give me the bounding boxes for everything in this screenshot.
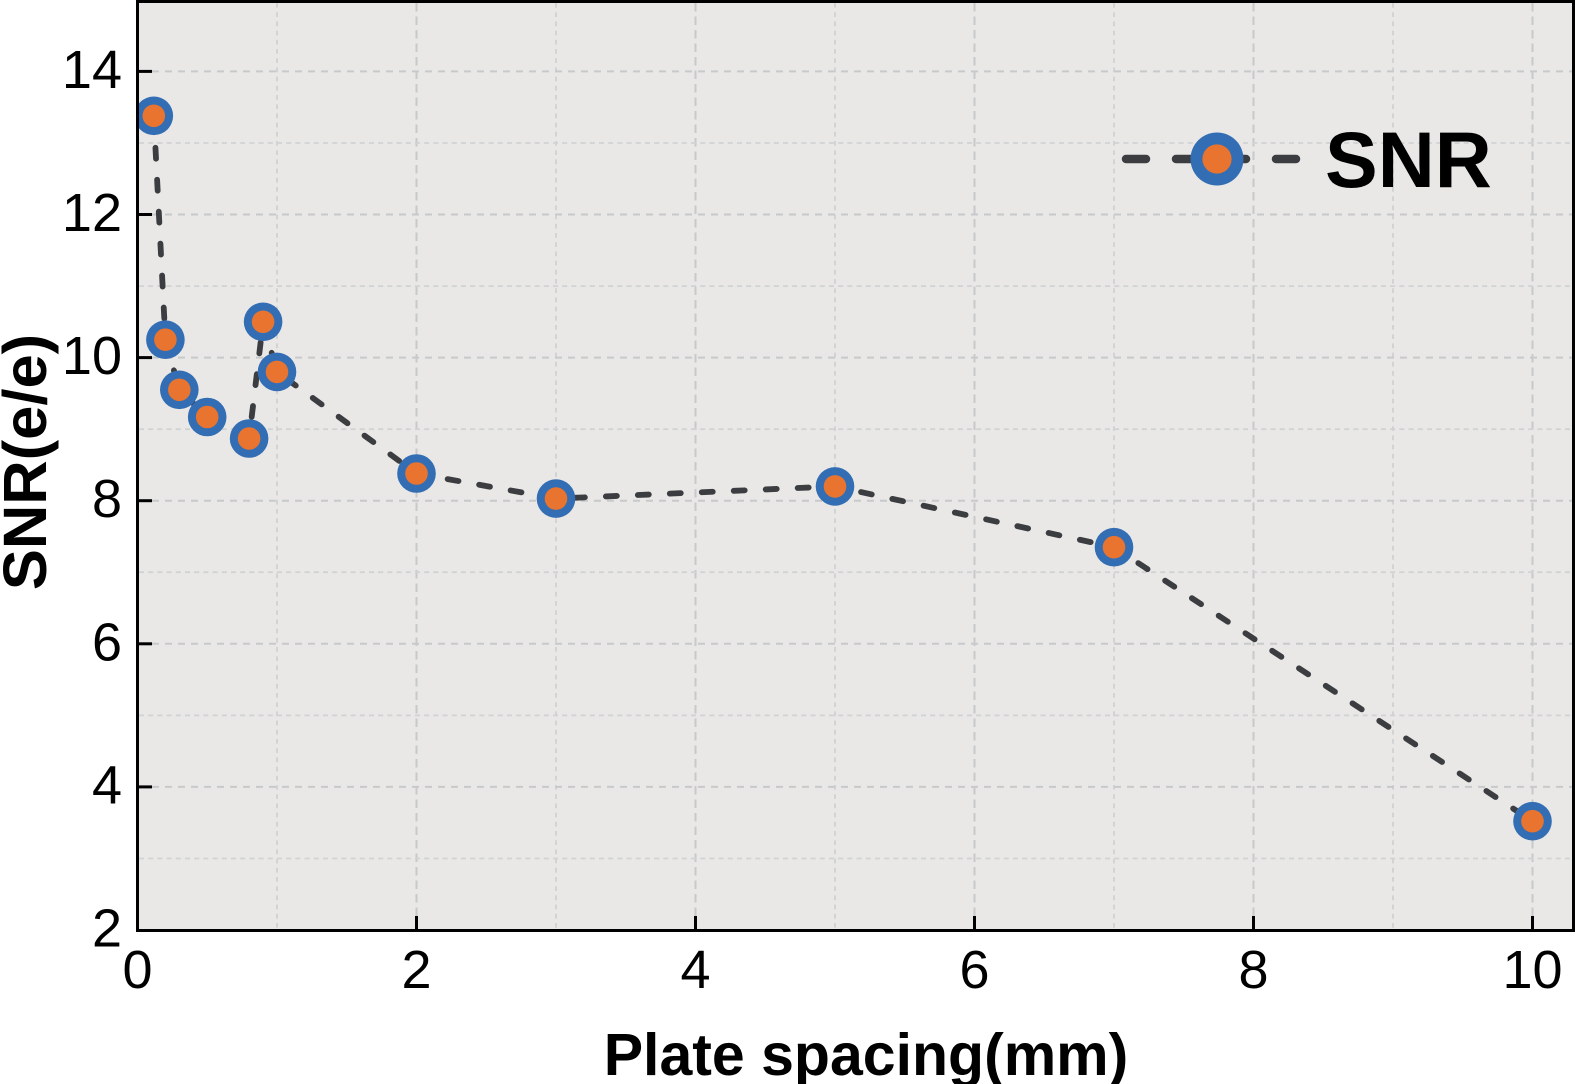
svg-text:2: 2 (401, 940, 431, 1000)
svg-text:12: 12 (62, 183, 122, 243)
svg-text:SNR(e/e): SNR(e/e) (0, 334, 60, 590)
svg-text:0: 0 (122, 940, 152, 1000)
svg-text:10: 10 (1502, 940, 1562, 1000)
svg-text:4: 4 (92, 755, 122, 815)
svg-text:SNR: SNR (1325, 115, 1492, 204)
svg-text:8: 8 (1238, 940, 1268, 1000)
svg-text:Plate spacing(mm): Plate spacing(mm) (604, 1022, 1129, 1084)
svg-text:8: 8 (92, 469, 122, 529)
svg-text:10: 10 (62, 326, 122, 386)
svg-text:6: 6 (92, 612, 122, 672)
svg-text:4: 4 (680, 940, 710, 1000)
svg-text:14: 14 (62, 40, 122, 100)
svg-text:2: 2 (92, 899, 122, 959)
svg-text:6: 6 (959, 940, 989, 1000)
